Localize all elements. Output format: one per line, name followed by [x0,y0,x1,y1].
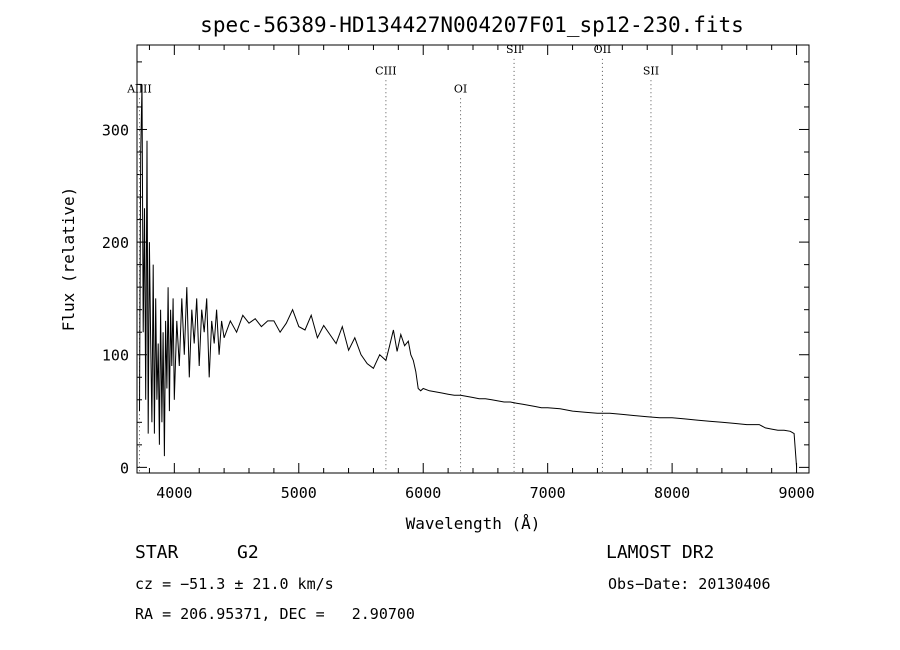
y-axis-label: Flux (relative) [59,187,78,332]
survey-name: LAMOST DR2 [606,542,715,563]
x-tick-label: 5000 [281,484,317,502]
x-tick-label: 6000 [405,484,441,502]
spectrum-line [139,84,798,468]
line-marker-label: AlIII [126,82,152,95]
y-tick-label: 300 [102,121,129,139]
line-markers: AlIII CIII OI SII OII SII [126,43,659,473]
line-marker-label: SII [643,64,659,77]
line-marker-label: SII [506,43,522,56]
y-tick-label: 0 [120,459,129,477]
y-tick-label: 100 [102,347,129,365]
line-marker-label: OI [454,82,467,95]
x-tick-label: 8000 [654,484,690,502]
plot-frame [136,44,810,474]
x-axis-label: Wavelength (Å) [406,514,541,533]
coordinates-text: RA = 206.95371, DEC = 2.90700 [135,605,415,623]
redshift-text: cz = −51.3 ± 21.0 km/s [135,575,334,593]
obs-date-text: Obs−Date: 20130406 [608,575,771,593]
chart-title: spec-56389-HD134427N004207F01_sp12-230.f… [200,13,744,37]
object-class: STAR [135,542,179,563]
axis-ticks: 4000 5000 6000 7000 8000 9000 0 100 200 300 [102,45,815,502]
x-tick-label: 4000 [156,484,192,502]
object-subclass: G2 [237,542,259,563]
x-tick-label: 9000 [778,484,814,502]
x-tick-label: 7000 [530,484,566,502]
line-marker-label: OII [594,43,612,56]
line-marker-label: CIII [375,64,396,77]
y-tick-label: 200 [102,234,129,252]
